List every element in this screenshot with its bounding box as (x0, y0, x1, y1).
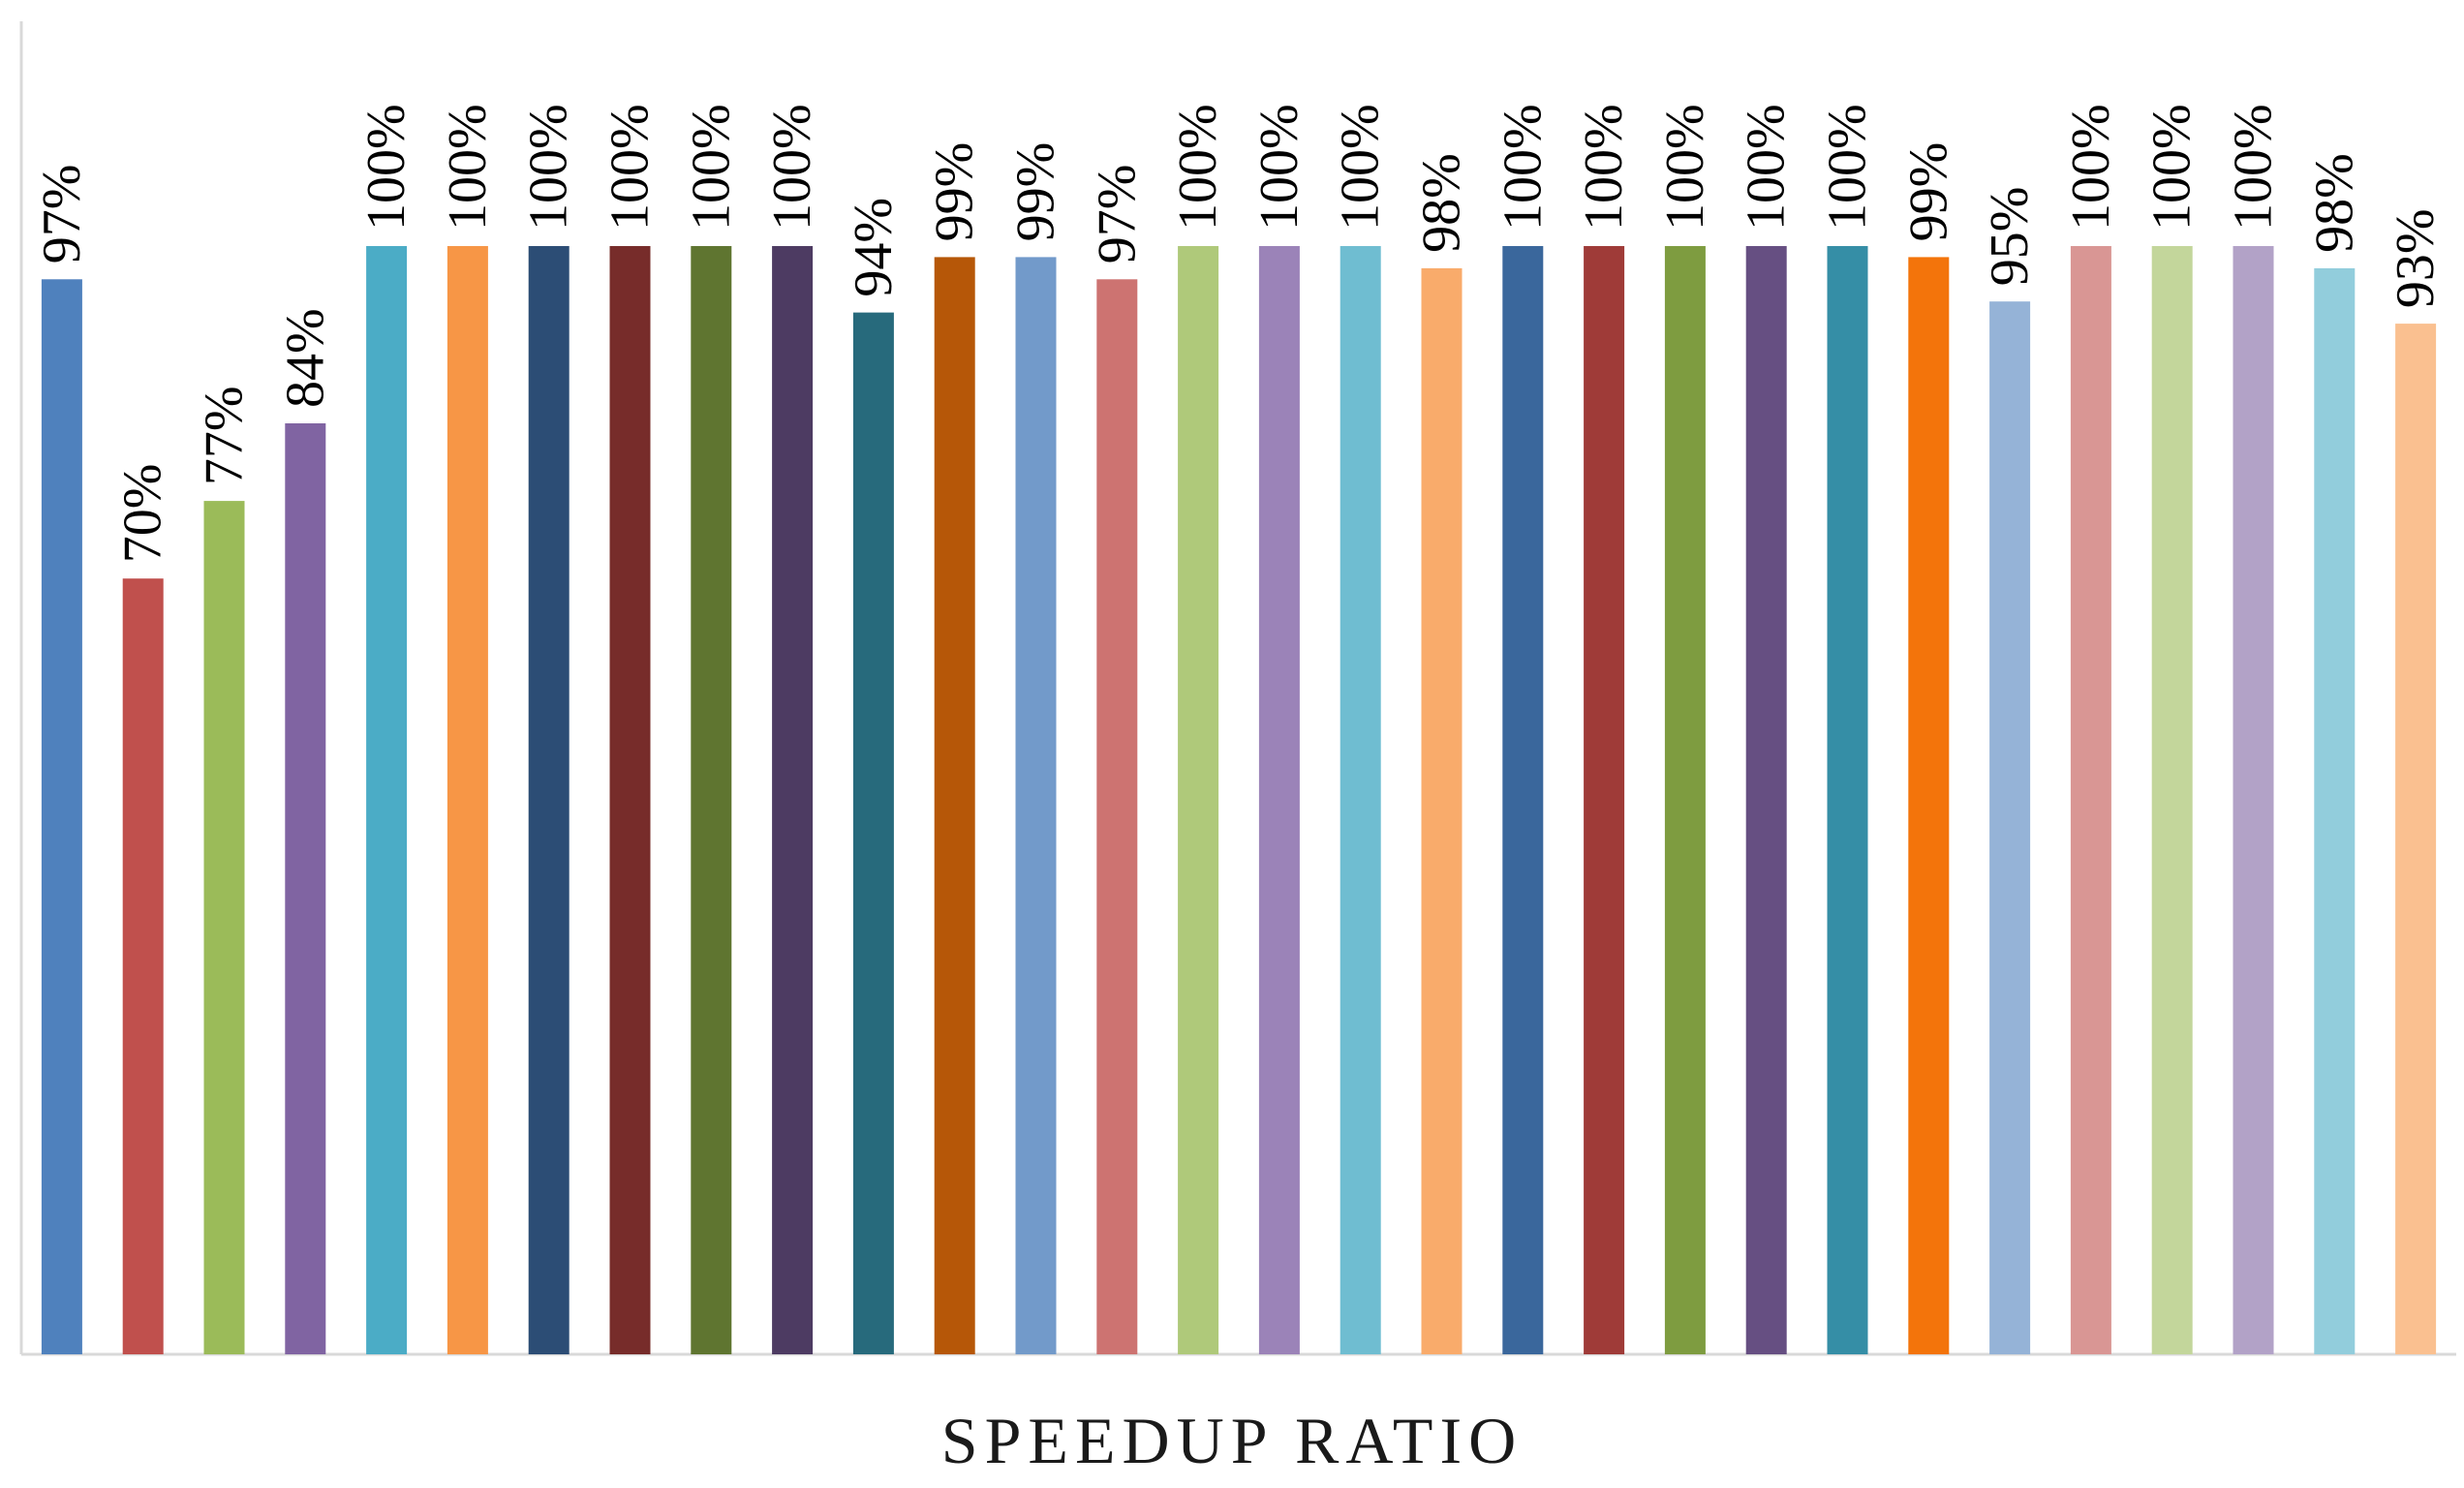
bar-7 (528, 246, 570, 1354)
x-axis-title: SPEEDUP RATIO (940, 1404, 1524, 1477)
axes (19, 21, 2456, 1356)
bar-29 (2314, 267, 2356, 1354)
bar-22 (1745, 246, 1787, 1354)
bar-5 (366, 246, 408, 1354)
bar-1 (41, 279, 82, 1354)
data-label-7: 100% (519, 104, 579, 231)
bar-14 (1096, 279, 1138, 1354)
data-label-25: 95% (1980, 187, 2040, 287)
bar-18 (1421, 267, 1463, 1354)
bar-20 (1584, 246, 1625, 1354)
data-label-13: 99% (1006, 142, 1066, 242)
data-label-29: 98% (2304, 153, 2364, 253)
bar-25 (1989, 301, 2031, 1355)
bar-3 (203, 501, 245, 1354)
data-label-24: 99% (1898, 142, 1958, 242)
bar-8 (609, 246, 651, 1354)
bar-2 (122, 578, 164, 1354)
data-label-28: 100% (2224, 104, 2284, 231)
data-label-2: 70% (113, 464, 173, 564)
bar-19 (1502, 246, 1544, 1354)
bar-12 (934, 257, 975, 1354)
bar-15 (1178, 246, 1219, 1354)
bar-10 (772, 246, 814, 1354)
data-label-22: 100% (1737, 104, 1797, 231)
bar-4 (285, 423, 326, 1354)
data-label-11: 94% (844, 198, 904, 297)
data-label-21: 100% (1655, 104, 1715, 231)
data-label-1: 97% (32, 165, 92, 264)
bar-24 (1908, 257, 1950, 1354)
data-label-6: 100% (438, 104, 498, 231)
data-label-15: 100% (1168, 104, 1228, 231)
data-label-3: 77% (195, 386, 255, 485)
data-label-27: 100% (2142, 104, 2202, 231)
bar-13 (1015, 257, 1057, 1354)
bar-28 (2233, 246, 2274, 1354)
data-label-14: 97% (1087, 165, 1147, 264)
data-label-9: 100% (681, 104, 741, 231)
data-labels: 97% 70% 77% 84% 100% 100% 100% 100% 100% 100% 94% 9… (32, 104, 2446, 563)
data-label-16: 100% (1249, 104, 1309, 231)
bar-17 (1340, 246, 1381, 1354)
data-label-26: 100% (2061, 104, 2121, 231)
data-label-18: 98% (1412, 153, 1472, 253)
bar-26 (2070, 246, 2111, 1354)
bars (41, 246, 2437, 1355)
data-label-17: 100% (1331, 104, 1391, 231)
data-label-5: 100% (356, 104, 416, 231)
bar-11 (852, 312, 894, 1355)
bar-23 (1827, 246, 1868, 1354)
bar-9 (691, 246, 732, 1354)
data-label-23: 100% (1818, 104, 1878, 231)
data-label-4: 84% (275, 308, 335, 408)
bar-30 (2395, 324, 2437, 1355)
data-label-20: 100% (1574, 104, 1634, 231)
data-label-8: 100% (601, 104, 661, 231)
bar-27 (2151, 246, 2193, 1354)
bar-21 (1664, 246, 1706, 1354)
data-label-12: 99% (925, 142, 985, 242)
data-label-30: 93% (2386, 208, 2446, 308)
bar-16 (1258, 246, 1300, 1354)
data-label-19: 100% (1493, 104, 1553, 231)
bar-6 (447, 246, 488, 1354)
data-label-10: 100% (762, 104, 822, 231)
